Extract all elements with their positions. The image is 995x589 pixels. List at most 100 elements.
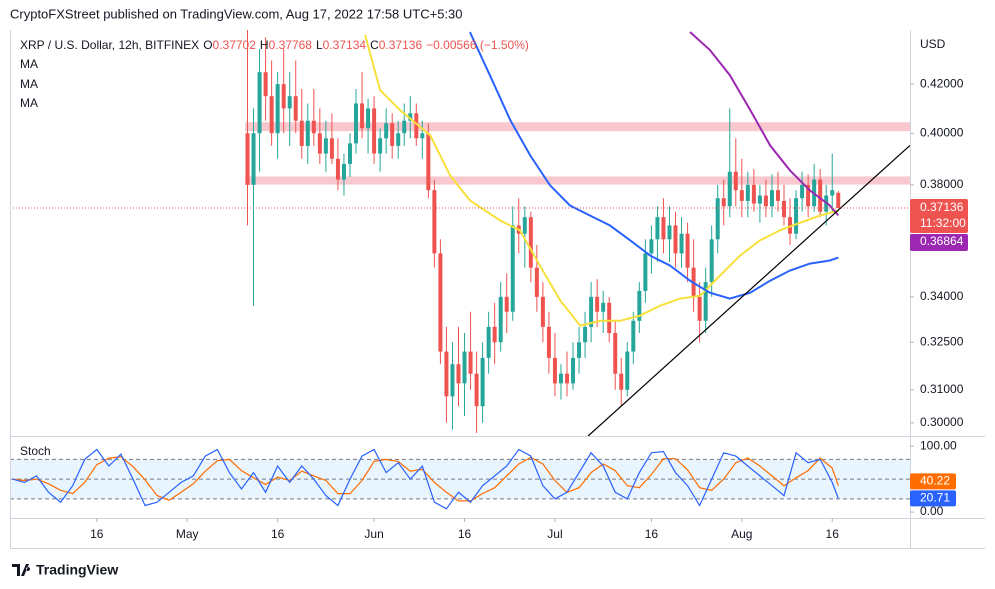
candle-body bbox=[456, 364, 461, 384]
stoch-k-line bbox=[12, 448, 839, 510]
change: −0.00566 (−1.50%) bbox=[426, 38, 529, 52]
candle-body bbox=[800, 184, 805, 199]
candle-body bbox=[372, 108, 377, 154]
candle-body bbox=[583, 326, 588, 343]
y-tick-label: 0.00 bbox=[920, 504, 944, 518]
last-price-box bbox=[910, 199, 968, 234]
candle-body bbox=[444, 351, 449, 397]
candle-body bbox=[745, 184, 750, 201]
ma-price-label: 0.36864 bbox=[920, 234, 964, 248]
candle-body bbox=[317, 133, 322, 154]
candle-body bbox=[733, 171, 738, 191]
candle-body bbox=[637, 290, 642, 321]
stoch-label: Stoch bbox=[20, 444, 51, 458]
candle-body bbox=[607, 302, 612, 334]
y-tick-label: 100.00 bbox=[920, 438, 957, 452]
x-tick-label: 16 bbox=[826, 527, 840, 541]
candle-body bbox=[763, 195, 768, 207]
candle-body bbox=[806, 184, 811, 207]
candle-body bbox=[438, 253, 443, 352]
candle-body bbox=[263, 72, 268, 97]
quote-label: C bbox=[370, 38, 379, 52]
candle-body bbox=[420, 133, 425, 139]
quote-label: O bbox=[203, 38, 212, 52]
candle-body bbox=[751, 184, 756, 204]
candle-body bbox=[245, 133, 250, 185]
x-tick-label: 16 bbox=[458, 527, 472, 541]
candle-body bbox=[378, 138, 383, 154]
x-tick-label: 16 bbox=[90, 527, 104, 541]
stoch-d-line bbox=[12, 456, 839, 502]
x-tick-label: Aug bbox=[731, 527, 752, 541]
stoch-value-label: 40.22 bbox=[920, 474, 950, 488]
candle-body bbox=[468, 351, 473, 374]
candle-body bbox=[522, 217, 527, 234]
candle-body bbox=[360, 103, 365, 129]
candle-body bbox=[727, 171, 732, 207]
candle-body bbox=[625, 351, 630, 390]
candle-body bbox=[643, 253, 648, 291]
symbol: XRP / U.S. Dollar, 12h, BITFINEX bbox=[20, 38, 199, 52]
candle-body bbox=[697, 296, 702, 321]
candle-body bbox=[299, 120, 304, 146]
y-tick-label: 0.40000 bbox=[920, 125, 964, 139]
candle-body bbox=[366, 108, 371, 129]
candle-body bbox=[492, 326, 497, 343]
candle-body bbox=[269, 96, 274, 134]
candle-body bbox=[293, 96, 298, 121]
stoch-value-box bbox=[910, 473, 956, 490]
candle-body bbox=[354, 103, 359, 144]
candle-body bbox=[347, 143, 352, 164]
ma-line bbox=[468, 31, 839, 300]
y-tick-label: 0.30000 bbox=[920, 415, 964, 429]
candle-body bbox=[323, 138, 328, 154]
candle-body bbox=[498, 296, 503, 343]
candle-body bbox=[564, 373, 569, 384]
logo-icon bbox=[12, 564, 31, 576]
stoch-pane bbox=[10, 448, 910, 510]
candle-body bbox=[450, 364, 455, 397]
legend-entry: MA bbox=[20, 57, 38, 71]
trendline bbox=[587, 144, 910, 436]
stoch-value-label: 20.71 bbox=[920, 491, 950, 505]
quote-value: 0.37134 bbox=[323, 38, 367, 52]
candle-body bbox=[287, 96, 292, 109]
candle-body bbox=[546, 326, 551, 358]
candle-body bbox=[619, 373, 624, 390]
quote-label: H bbox=[260, 38, 269, 52]
candle-body bbox=[275, 84, 280, 134]
legend-row: XRP / U.S. Dollar, 12h, BITFINEX O0.37702… bbox=[20, 38, 529, 52]
x-tick-label: Jul bbox=[547, 527, 562, 541]
ma-line bbox=[689, 31, 840, 217]
candle-body bbox=[739, 190, 744, 201]
candle-body bbox=[384, 123, 389, 139]
publisher: CryptoFXStreet published on TradingView.… bbox=[10, 6, 463, 21]
candle-body bbox=[769, 190, 774, 207]
candle-body bbox=[396, 133, 401, 146]
brand: TradingView bbox=[36, 562, 118, 578]
candle-body bbox=[661, 217, 666, 240]
candle-body bbox=[390, 123, 395, 146]
stoch-value-box bbox=[910, 490, 956, 507]
candle-body bbox=[251, 133, 256, 185]
last-price-label: 0.37136 bbox=[920, 200, 964, 214]
quote-value: 0.37768 bbox=[269, 38, 313, 52]
candle-body bbox=[414, 113, 419, 139]
candle-body bbox=[782, 200, 787, 218]
quote-value: 0.37136 bbox=[379, 38, 423, 52]
candle-body bbox=[679, 233, 684, 254]
countdown: 11:32:00 bbox=[920, 216, 966, 230]
ma-price-box bbox=[910, 234, 968, 252]
candle-body bbox=[715, 198, 720, 240]
candle-body bbox=[341, 163, 346, 180]
candle-body bbox=[721, 198, 726, 207]
legend-entry: MA bbox=[20, 96, 38, 110]
candle-body bbox=[462, 351, 467, 384]
candle-body bbox=[510, 225, 515, 312]
candle-body bbox=[631, 320, 636, 352]
x-tick-label: 16 bbox=[271, 527, 285, 541]
main-pane bbox=[10, 30, 910, 436]
